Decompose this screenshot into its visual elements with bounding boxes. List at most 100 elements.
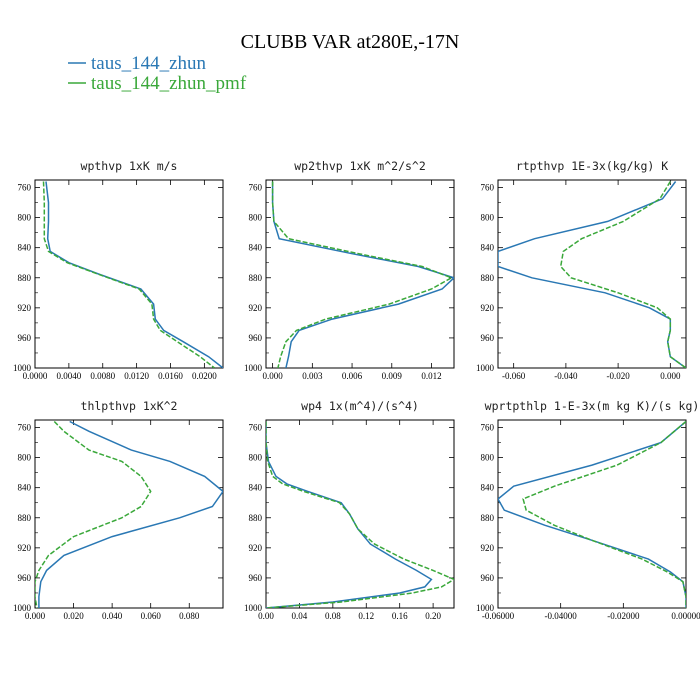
y-tick-label: 760 (481, 423, 495, 433)
series-line-1 (38, 420, 223, 608)
series-line-1 (498, 420, 686, 608)
series-line-1 (266, 421, 433, 608)
y-tick-label: 880 (18, 513, 32, 523)
panel-2: wp2thvp 1xK m^2/s^2 760 800 840 880 920 960 100… (244, 159, 455, 381)
x-tick-label: -0.06000 (482, 611, 515, 621)
figure-title: CLUBB VAR at280E,-17N (241, 31, 460, 53)
x-tick-label: 0.000 (660, 371, 681, 381)
y-tick-label: 840 (481, 483, 495, 493)
plot-frame (265, 179, 455, 369)
x-tick-label: 0.0200 (192, 371, 217, 381)
x-tick-label: 0.006 (342, 371, 363, 381)
y-tick-label: 960 (18, 333, 32, 343)
y-tick-label: 960 (249, 333, 263, 343)
y-tick-label: 920 (249, 543, 263, 553)
x-tick-label: 0.000 (262, 371, 283, 381)
x-tick-label: -0.04000 (545, 611, 578, 621)
y-tick-label: 800 (249, 453, 263, 463)
x-tick-label: 0.003 (302, 371, 323, 381)
x-tick-label: 0.0120 (124, 371, 149, 381)
x-tick-label: 0.0040 (56, 371, 81, 381)
y-tick-label: 1000 (476, 363, 495, 373)
y-tick-label: 960 (18, 573, 32, 583)
x-tick-label: 0.080 (179, 611, 200, 621)
x-tick-label: 0.00000 (671, 611, 700, 621)
y-tick-label: 1000 (244, 603, 263, 613)
x-tick-label: 0.0160 (158, 371, 183, 381)
plot-frame (34, 179, 224, 369)
y-tick-label: 760 (249, 183, 263, 193)
x-tick-label: 0.009 (382, 371, 403, 381)
panel-6: wprtpthlp 1-E-3x(m kg K)/(s kg) 760 800 840… (476, 399, 700, 621)
y-tick-label: 1000 (244, 363, 263, 373)
y-tick-label: 920 (18, 303, 32, 313)
y-tick-label: 760 (249, 423, 263, 433)
y-tick-label: 760 (18, 423, 32, 433)
y-tick-label: 1000 (13, 363, 32, 373)
y-tick-label: 760 (481, 183, 495, 193)
series-line-2 (42, 181, 215, 368)
panel-title: wpthvp 1xK m/s (81, 159, 178, 173)
plot-frame (265, 419, 455, 609)
panel-3: rtpthvp 1E-3x(kg/kg) K 760 800 840 880 920 960… (476, 159, 687, 381)
y-tick-label: 760 (18, 183, 32, 193)
panel-title: wp4 1x(m^4)/(s^4) (301, 399, 419, 413)
legend-label-1: taus_144_zhun (91, 53, 207, 74)
y-tick-label: 960 (481, 573, 495, 583)
x-tick-label: -0.02000 (607, 611, 640, 621)
series-line-1 (498, 181, 686, 368)
x-tick-label: -0.060 (502, 371, 526, 381)
x-tick-label: 0.012 (421, 371, 441, 381)
x-tick-label: 0.060 (141, 611, 162, 621)
legend: taus_144_zhun taus_144_zhun_pmf (68, 53, 247, 94)
y-tick-label: 880 (481, 513, 495, 523)
plot-frame (497, 419, 687, 609)
plot-frame (497, 179, 687, 369)
x-tick-label: 0.020 (63, 611, 84, 621)
x-tick-label: 0.040 (102, 611, 123, 621)
series-line-2 (522, 420, 686, 608)
panel-title: wp2thvp 1xK m^2/s^2 (294, 159, 426, 173)
panel-5: wp4 1x(m^4)/(s^4)76080084088092096010000… (244, 399, 455, 621)
panel-title: wprtpthlp 1-E-3x(m kg K)/(s kg) (485, 399, 700, 413)
y-tick-label: 920 (481, 543, 495, 553)
y-tick-label: 920 (249, 303, 263, 313)
y-tick-label: 1000 (13, 603, 32, 613)
y-tick-label: 840 (18, 483, 32, 493)
x-tick-label: 0.08 (325, 611, 341, 621)
panel-4: thlpthvp 1xK^2 760 800 840 880 920 960 10000.00… (13, 399, 224, 621)
panel-title: thlpthvp 1xK^2 (81, 399, 178, 413)
y-tick-label: 880 (249, 273, 263, 283)
y-tick-label: 1000 (476, 603, 495, 613)
series-line-1 (271, 181, 454, 368)
y-tick-label: 840 (481, 243, 495, 253)
y-tick-label: 880 (481, 273, 495, 283)
panel-title: rtpthvp 1E-3x(kg/kg) K (516, 159, 668, 173)
y-tick-label: 840 (249, 243, 263, 253)
series-line-1 (45, 181, 223, 368)
plot-frame (34, 419, 224, 609)
panel-1: wpthvp 1xK m/s76080084088092096010000.00… (13, 159, 224, 381)
y-tick-label: 960 (481, 333, 495, 343)
x-tick-label: -0.020 (606, 371, 630, 381)
x-tick-label: 0.12 (358, 611, 374, 621)
x-tick-label: 0.00 (258, 611, 274, 621)
y-tick-label: 920 (18, 543, 32, 553)
y-tick-label: 960 (249, 573, 263, 583)
legend-label-2: taus_144_zhun_pmf (91, 73, 247, 94)
y-tick-label: 920 (481, 303, 495, 313)
y-tick-label: 800 (18, 453, 32, 463)
panels: wpthvp 1xK m/s76080084088092096010000.00… (13, 159, 700, 621)
series-line-2 (559, 181, 686, 368)
x-tick-label: 0.000 (25, 611, 46, 621)
series-line-2 (266, 421, 454, 608)
y-tick-label: 800 (481, 213, 495, 223)
x-tick-label: 0.04 (292, 611, 308, 621)
x-tick-label: -0.040 (554, 371, 578, 381)
y-tick-label: 840 (18, 243, 32, 253)
y-tick-label: 880 (249, 513, 263, 523)
x-tick-label: 0.0080 (90, 371, 115, 381)
y-tick-label: 800 (18, 213, 32, 223)
x-tick-label: 0.0000 (23, 371, 48, 381)
